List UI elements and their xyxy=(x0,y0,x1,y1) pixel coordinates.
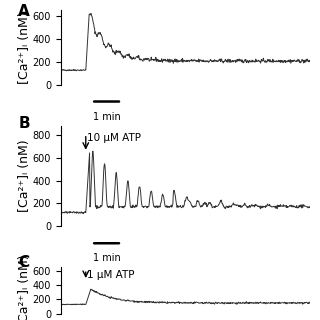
Y-axis label: [Ca²⁺]ᵢ (nM): [Ca²⁺]ᵢ (nM) xyxy=(18,140,31,212)
Text: C: C xyxy=(18,255,29,270)
Text: 1 μM ATP: 1 μM ATP xyxy=(87,270,135,280)
Text: 1 min: 1 min xyxy=(93,112,120,122)
Text: 10 μM ATP: 10 μM ATP xyxy=(87,132,141,143)
Y-axis label: [Ca²⁺]ᵢ (nM): [Ca²⁺]ᵢ (nM) xyxy=(18,254,31,320)
Y-axis label: [Ca²⁺]ᵢ (nM): [Ca²⁺]ᵢ (nM) xyxy=(18,11,31,84)
Text: 1 min: 1 min xyxy=(93,253,120,263)
Text: B: B xyxy=(18,116,30,131)
Text: A: A xyxy=(18,4,30,19)
